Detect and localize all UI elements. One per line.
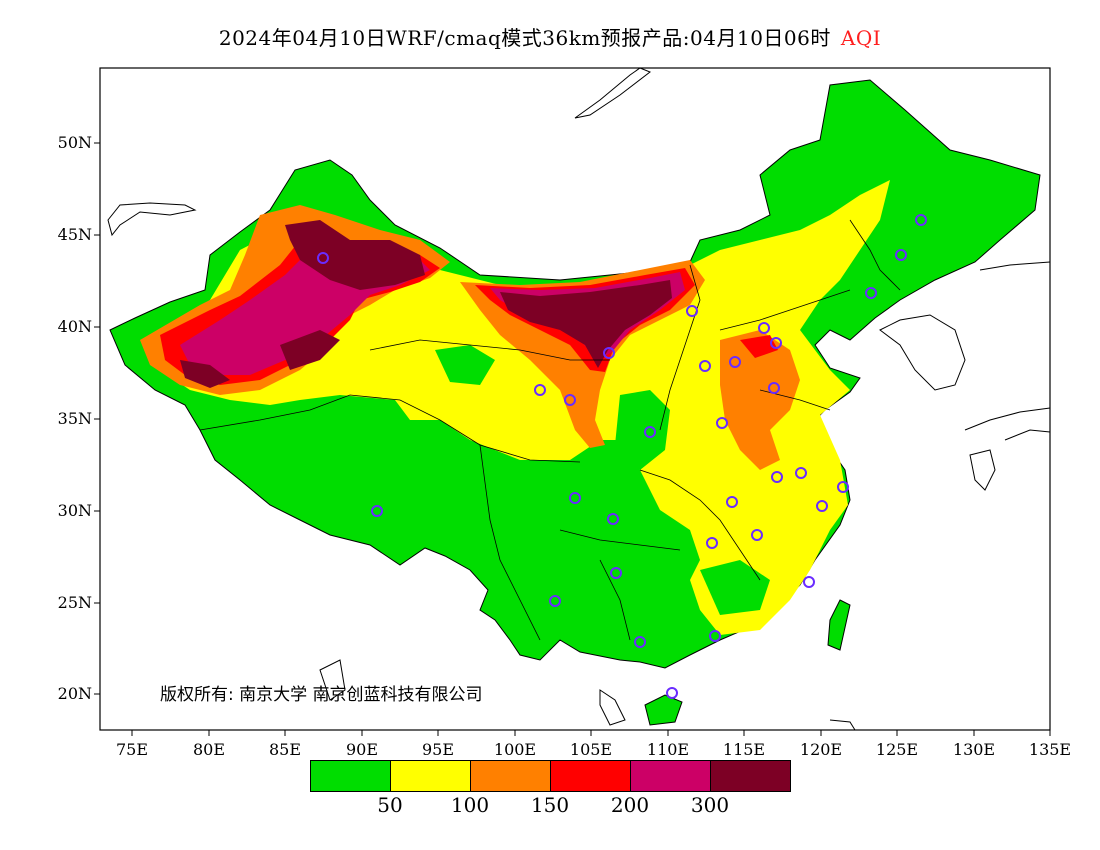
title-variable: AQI — [840, 26, 882, 50]
legend-swatch-moderate — [391, 761, 471, 791]
lat-label-50n: 50N — [57, 133, 92, 152]
aqi-zone-hazardous-xj — [285, 220, 425, 290]
lon-label-130e: 130E — [952, 740, 996, 759]
boundary-lines — [199, 219, 901, 641]
station-marker — [716, 417, 728, 429]
station-marker — [706, 537, 718, 549]
station-marker — [317, 252, 329, 264]
legend-swatch-very-unhealthy — [631, 761, 711, 791]
legend-swatch-unhealthy — [551, 761, 631, 791]
lon-label-90e: 90E — [345, 740, 379, 759]
station-marker — [666, 687, 678, 699]
station-marker — [686, 305, 698, 317]
legend-swatch-good — [311, 761, 391, 791]
copyright-text: 版权所有: 南京大学 南京创蓝科技有限公司 — [160, 685, 483, 705]
aqi-zone-hazardous-xj-west — [180, 360, 230, 388]
station-marker — [569, 492, 581, 504]
station-marker — [371, 505, 383, 517]
aqi-zone-good-qinghai — [435, 345, 495, 385]
lon-label-95e: 95E — [421, 740, 455, 759]
legend-tick-100: 100 — [450, 793, 490, 817]
aqi-color-legend — [310, 760, 791, 792]
legend-tick-50: 50 — [377, 793, 403, 817]
lon-label-85e: 85E — [268, 740, 302, 759]
station-marker — [803, 576, 815, 588]
station-marker — [758, 322, 770, 334]
lon-label-75e: 75E — [115, 740, 149, 759]
legend-swatch-usg — [471, 761, 551, 791]
lon-label-125e: 125E — [875, 740, 919, 759]
station-marker — [610, 567, 622, 579]
station-marker — [729, 356, 741, 368]
lon-label-135e: 135E — [1028, 740, 1072, 759]
station-marker — [770, 337, 782, 349]
station-marker — [644, 426, 656, 438]
aqi-zone-unhealthy-hebei — [740, 335, 778, 358]
coastlines — [107, 67, 1051, 731]
station-marker — [816, 500, 828, 512]
lat-label-30n: 30N — [57, 501, 92, 520]
lat-label-40n: 40N — [57, 317, 92, 336]
station-marker — [895, 249, 907, 261]
station-marker — [837, 481, 849, 493]
aqi-zone-hazardous-xj-south — [280, 330, 340, 370]
station-marker — [709, 630, 721, 642]
station-marker — [534, 384, 546, 396]
lon-label-100e: 100E — [493, 740, 537, 759]
aqi-zone-good-central — [615, 390, 670, 470]
title-main: 2024年04月10日WRF/cmaq模式36km预报产品:04月10日06时 — [218, 26, 831, 50]
lat-label-45n: 45N — [57, 225, 92, 244]
station-marker — [768, 382, 780, 394]
lon-label-110e: 110E — [646, 740, 690, 759]
station-marker — [865, 287, 877, 299]
station-markers — [317, 214, 927, 699]
aqi-zone-hazardous-gobi — [500, 280, 672, 368]
station-marker — [634, 636, 646, 648]
china-aqi-field — [109, 79, 1041, 726]
legend-tick-300: 300 — [690, 793, 730, 817]
lat-label-35n: 35N — [57, 409, 92, 428]
lon-label-120e: 120E — [799, 740, 843, 759]
lat-label-25n: 25N — [57, 593, 92, 612]
map-title: 2024年04月10日WRF/cmaq模式36km预报产品:04月10日06时 A… — [0, 22, 1100, 51]
station-marker — [771, 471, 783, 483]
station-marker — [726, 496, 738, 508]
station-marker — [795, 467, 807, 479]
legend-tick-200: 200 — [610, 793, 650, 817]
station-marker — [751, 529, 763, 541]
station-marker — [549, 595, 561, 607]
station-marker — [564, 394, 576, 406]
lon-label-105e: 105E — [569, 740, 613, 759]
lon-label-80e: 80E — [192, 740, 226, 759]
aqi-zone-good-sw — [700, 560, 770, 615]
lat-label-20n: 20N — [57, 684, 92, 703]
station-marker — [607, 513, 619, 525]
taiwan-island — [827, 599, 851, 651]
station-marker — [699, 360, 711, 372]
station-marker — [603, 347, 615, 359]
lon-label-115e: 115E — [722, 740, 766, 759]
station-marker — [915, 214, 927, 226]
axis-ticks — [94, 142, 1051, 736]
hainan-island — [644, 694, 683, 726]
legend-swatch-hazardous — [711, 761, 790, 791]
legend-tick-150: 150 — [530, 793, 570, 817]
